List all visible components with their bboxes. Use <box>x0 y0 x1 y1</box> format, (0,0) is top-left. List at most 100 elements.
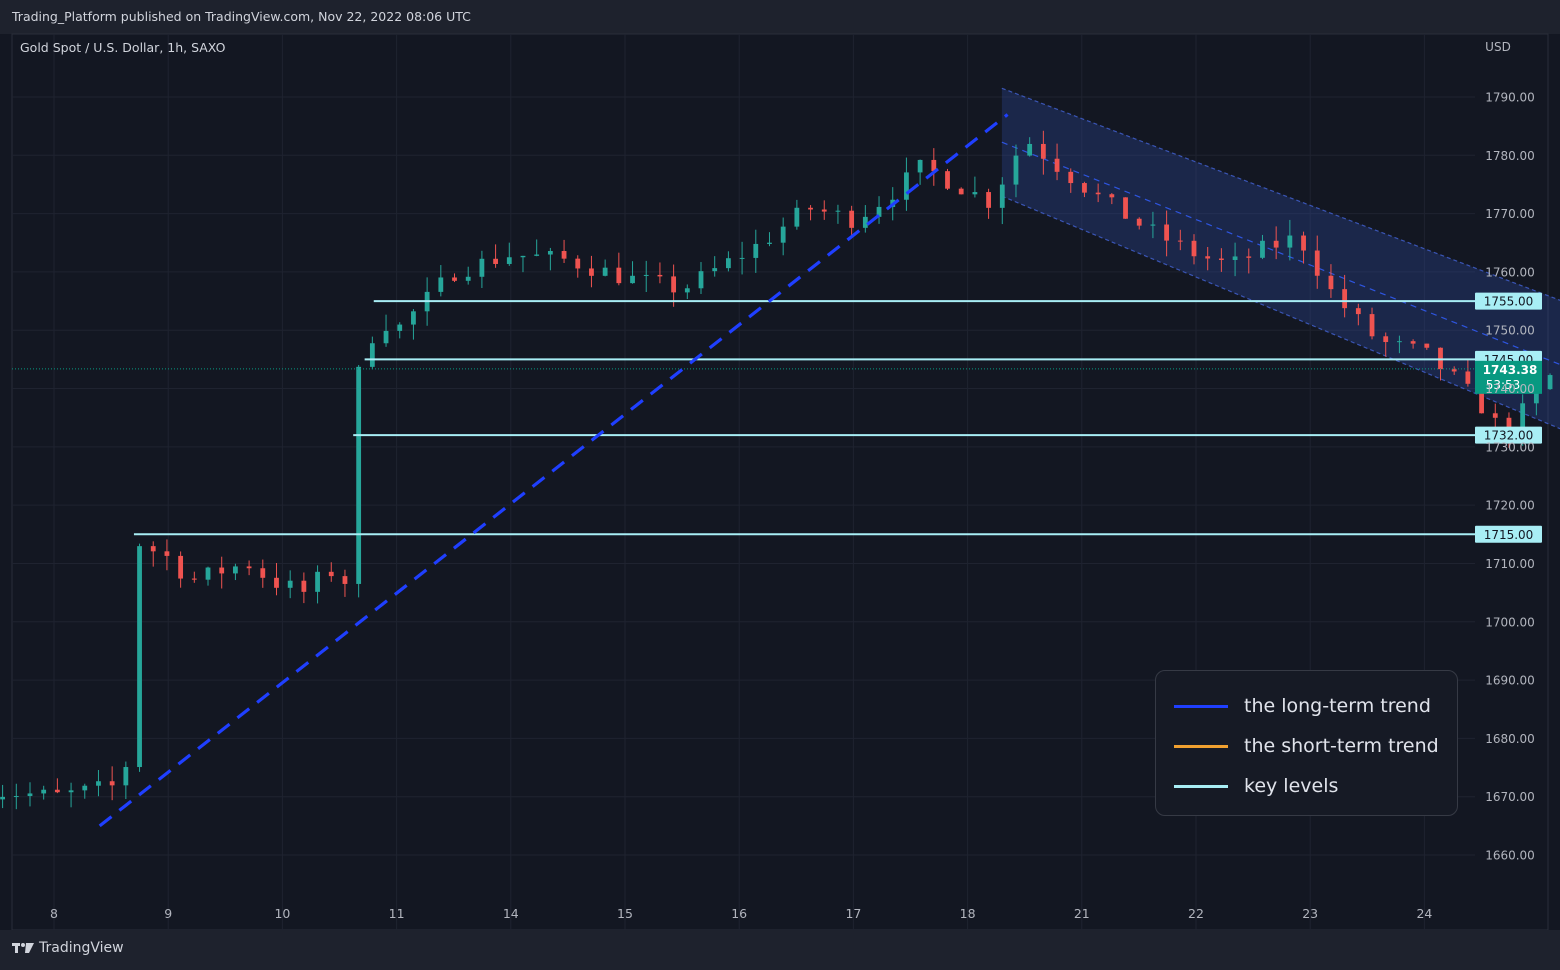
candle <box>1328 264 1334 298</box>
candle <box>1342 274 1348 318</box>
y-tick-label: 1750.00 <box>1485 324 1535 338</box>
candle <box>630 261 635 284</box>
candle-body <box>493 258 498 264</box>
x-tick-label: 17 <box>845 906 861 921</box>
candle <box>506 242 512 266</box>
candle-body <box>109 781 115 786</box>
tradingview-logo[interactable]: TradingView <box>12 940 124 956</box>
candle <box>356 365 362 598</box>
candle-body <box>739 257 745 259</box>
candle <box>150 541 156 567</box>
candle-body <box>397 324 403 331</box>
candle <box>1177 229 1183 251</box>
candle-body <box>1301 235 1306 251</box>
candle <box>643 260 649 292</box>
candle <box>1205 246 1211 271</box>
candle <box>1095 183 1101 203</box>
candle <box>1424 343 1430 350</box>
candle <box>1068 168 1074 193</box>
key-level-label: 1715.00 <box>1484 528 1534 542</box>
candle-body <box>1082 183 1087 193</box>
candle-body <box>1355 308 1361 315</box>
candle-body <box>1123 197 1128 219</box>
x-tick-label: 18 <box>960 906 976 921</box>
candle-body <box>808 207 813 210</box>
legend-label: key levels <box>1244 775 1339 797</box>
candle <box>794 199 800 230</box>
candle-body <box>1177 240 1183 242</box>
candle <box>547 247 553 271</box>
candle-body <box>1451 369 1457 372</box>
candle-body <box>753 243 759 258</box>
candle-body <box>945 171 950 189</box>
candle-body <box>68 790 74 793</box>
x-tick-label: 8 <box>50 906 58 921</box>
candle-body <box>602 267 608 276</box>
candle <box>575 255 581 278</box>
candle-body <box>219 567 225 574</box>
candle <box>1150 211 1156 239</box>
candle-body <box>438 277 444 292</box>
candle-body <box>1027 143 1033 156</box>
candle <box>917 159 923 185</box>
candle <box>780 217 786 256</box>
candle-body <box>589 268 594 276</box>
candle <box>945 168 950 190</box>
y-tick-label: 1700.00 <box>1485 615 1535 629</box>
candle-body <box>1383 336 1389 343</box>
candle-body <box>643 274 649 276</box>
candle-body <box>1191 240 1197 257</box>
candle <box>1492 403 1498 431</box>
candle-body <box>534 254 540 256</box>
brand-text: TradingView <box>39 940 124 956</box>
candle <box>1040 130 1046 175</box>
candle-body <box>233 566 238 574</box>
candle-body <box>205 567 211 580</box>
candle <box>178 551 184 588</box>
candle <box>671 264 677 307</box>
candle-body <box>137 546 142 768</box>
candle-body <box>13 796 19 798</box>
candle-body <box>999 184 1005 208</box>
candle <box>698 262 704 295</box>
candle-body <box>506 257 512 264</box>
candle <box>411 309 416 340</box>
candle <box>1301 231 1306 264</box>
candle-body <box>1314 250 1320 276</box>
candle-body <box>260 568 266 578</box>
candle-body <box>520 255 526 258</box>
candle <box>109 766 115 801</box>
candle <box>904 157 909 211</box>
candle <box>397 322 403 339</box>
candle-body <box>178 555 184 579</box>
candle-body <box>1150 224 1156 226</box>
candle <box>821 200 827 220</box>
candle <box>1246 248 1252 274</box>
candle <box>739 241 745 275</box>
long-term-trend-line <box>98 113 1009 828</box>
channel-top-line <box>1001 87 1560 301</box>
y-tick-label: 1790.00 <box>1485 91 1535 105</box>
x-tick-label: 10 <box>274 906 290 921</box>
candle-body <box>1492 413 1498 418</box>
candle-body <box>835 210 841 212</box>
candle-body <box>1109 194 1115 198</box>
candle-body <box>849 210 855 228</box>
candle <box>931 148 937 186</box>
candle <box>315 565 320 604</box>
candle-body <box>452 277 457 281</box>
candle <box>1136 217 1142 230</box>
candle-body <box>1013 155 1019 185</box>
candle-body <box>1520 403 1526 437</box>
candle <box>616 252 622 286</box>
x-tick-label: 23 <box>1302 906 1318 921</box>
candle <box>1465 360 1471 387</box>
candle <box>219 556 225 589</box>
candle-body <box>821 209 827 212</box>
candle <box>684 284 690 299</box>
candle <box>205 566 211 586</box>
candle <box>137 543 142 772</box>
candle-body <box>917 159 923 173</box>
